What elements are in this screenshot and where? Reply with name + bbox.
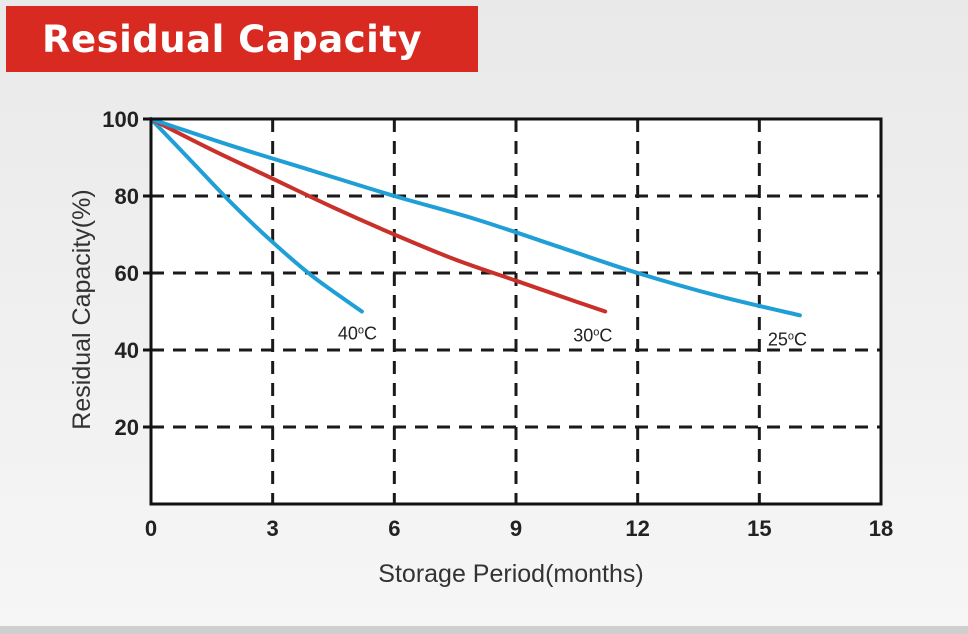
plot-area (151, 119, 881, 504)
x-tick-label: 9 (510, 516, 522, 541)
y-tick-label: 80 (115, 184, 139, 209)
y-tick-label: 100 (102, 107, 139, 132)
x-tick-label: 12 (625, 516, 649, 541)
x-axis-label: Storage Period(months) (378, 560, 643, 588)
x-tick-label: 0 (145, 516, 157, 541)
y-tick-label: 60 (115, 261, 139, 286)
page-title: Residual Capacity (42, 17, 423, 61)
title-banner: Residual Capacity (6, 6, 478, 72)
x-tick-label: 3 (267, 516, 279, 541)
series-line-2 (149, 117, 802, 318)
bottom-strip (0, 626, 968, 634)
x-tick-label: 18 (869, 516, 893, 541)
x-tick-label: 6 (388, 516, 400, 541)
y-tick-label: 40 (115, 338, 139, 363)
series-line-0 (149, 117, 364, 314)
series-label: 40oC (338, 324, 377, 344)
series-label: 25oC (768, 329, 807, 349)
series-line-1 (149, 117, 608, 314)
x-tick-label: 15 (747, 516, 771, 541)
series-label: 30oC (573, 326, 612, 346)
plot-frame (149, 117, 883, 506)
y-axis-label: Residual Capacity(%) (68, 189, 96, 429)
y-tick-label: 20 (115, 415, 139, 440)
